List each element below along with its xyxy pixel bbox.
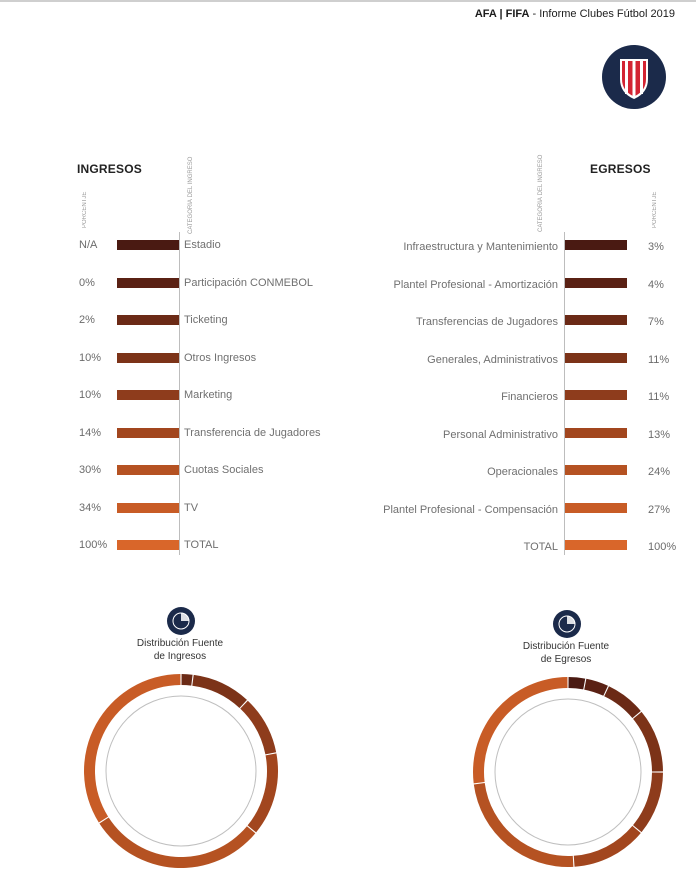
ingresos-row-pct: 2% [79, 314, 95, 326]
ingresos-row-bar [117, 502, 179, 513]
ingresos-row-label: TV [184, 501, 199, 514]
ingresos-cat-col-label-line1: CATEGORÍA [188, 199, 194, 234]
ingresos-axis [179, 232, 180, 555]
ingresos-row-label: Transferencia de Jugadores [184, 426, 321, 439]
egresos-pct-col-label: PORCENTJE [652, 191, 658, 228]
egresos-row-pct: 11% [648, 391, 670, 403]
ingresos-row-bar [117, 240, 179, 250]
dist-egresos-slice-1 [584, 678, 608, 696]
header-brand: AFA | FIFA [474, 8, 530, 20]
dist-ingresos-slice-1 [192, 674, 247, 708]
dist-ingresos-title-line1: Distribución Fuente [136, 638, 224, 649]
egresos-row-bar [565, 315, 627, 325]
ingresos-row-bar [117, 315, 179, 325]
egresos-cat-col-label-line1: CATEGORÍA [538, 197, 544, 232]
egresos-row-pct: 7% [648, 316, 664, 328]
dist-ingresos-title: Distribución Fuente de Ingresos [110, 637, 250, 663]
dist-egresos-donut [473, 677, 663, 868]
ingresos-row-label: Participación CONMEBOL [184, 276, 313, 289]
egresos-row-pct: 4% [648, 278, 664, 291]
egresos-row-pct: 13% [648, 428, 671, 441]
ingresos-row-label: Estadio [184, 239, 221, 251]
dist-ingresos-title-line2: de Ingresos [153, 651, 207, 662]
dist-ingresos-slice-2 [240, 700, 277, 755]
egresos-row-label: Transferencias de Jugadores [415, 316, 558, 328]
egresos-row-bar [565, 427, 627, 438]
ingresos-row-bar [117, 427, 179, 438]
ingresos-row-pct: 100% [79, 539, 108, 551]
egresos-row-pct: 3% [648, 241, 664, 253]
egresos-row-label: Plantel Profesional - Compensación [383, 503, 558, 516]
egresos-row-bar [565, 540, 627, 550]
dist-egresos-inner-ring [494, 698, 642, 846]
dist-ingresos-slice-0 [181, 674, 193, 686]
club-crest-logo [602, 45, 666, 109]
egresos-row-label: Generales, Administrativos [427, 353, 558, 366]
ingresos-row-bar [117, 465, 179, 475]
egresos-row-bar [565, 352, 627, 363]
ingresos-cat-col-label: CATEGORÍA DEL INGRESO [188, 157, 204, 234]
ingresos-row-bar [117, 390, 179, 400]
ingresos-pct-col-label: PORCENTJE [82, 191, 88, 228]
egresos-row-pct: 24% [648, 466, 671, 478]
header-subtitle: - Informe Clubes Fútbol 2019 [529, 8, 675, 20]
ingresos-row-bar [117, 540, 179, 550]
ingresos-row-label: Cuotas Sociales [184, 464, 264, 476]
egresos-title: EGRESOS [590, 162, 651, 176]
dist-egresos-slice-0 [568, 677, 586, 690]
dist-egresos-slice-2 [604, 686, 641, 719]
egresos-row-label: Operacionales [487, 466, 558, 478]
dist-egresos-slice-5 [573, 825, 641, 867]
report-header: AFA | FIFA - Informe Clubes Fútbol 2019 [475, 8, 675, 20]
egresos-row-label: Financieros [501, 391, 558, 403]
ingresos-row-label: TOTAL [184, 539, 219, 551]
dist-egresos-title: Distribución Fuente de Egresos [496, 640, 636, 666]
ingresos-row-label: Marketing [184, 389, 233, 401]
dist-ingresos-inner-ring [105, 695, 257, 847]
dist-ingresos-slice-4 [99, 817, 256, 869]
egresos-row-label: Personal Administrativo [443, 428, 558, 441]
ingresos-row-bar [117, 352, 179, 363]
egresos-row-bar [565, 240, 627, 250]
ingresos-cat-col-label-line2: DEL INGRESO [188, 156, 194, 198]
dist-ingresos-donut [84, 674, 279, 869]
dist-egresos-title-line1: Distribución Fuente [522, 641, 610, 652]
egresos-row-bar [565, 390, 627, 400]
dist-egresos-slice-3 [633, 711, 663, 772]
dist-egresos-slice-6 [473, 783, 574, 868]
ingresos-row-pct: 10% [79, 389, 102, 401]
ingresos-row-pct: 14% [79, 426, 102, 439]
top-rule [0, 0, 696, 2]
ingresos-row-bar [117, 277, 179, 288]
pie-chart-icon [167, 607, 195, 635]
egresos-axis [564, 232, 565, 555]
ingresos-row-pct: 34% [79, 501, 102, 514]
egresos-cat-col-label-line2: DEL INGRESO [538, 154, 544, 196]
egresos-row-bar [565, 502, 627, 513]
dist-egresos-title-line2: de Egresos [540, 654, 592, 665]
egresos-cat-col-label: CATEGORÍA DEL INGRESO [538, 155, 554, 232]
dist-ingresos-slice-3 [247, 753, 279, 833]
dist-ingresos-slice-5 [84, 674, 181, 823]
egresos-row-pct: 11% [648, 353, 670, 366]
egresos-row-label: TOTAL [523, 541, 558, 553]
egresos-row-pct: 100% [648, 541, 677, 553]
egresos-row-bar [565, 465, 627, 475]
ingresos-title: INGRESOS [77, 162, 142, 176]
ingresos-row-pct: N/A [79, 239, 98, 251]
ingresos-row-pct: 0% [79, 276, 95, 289]
egresos-row-bar [565, 277, 627, 288]
egresos-row-label: Infraestructura y Mantenimiento [403, 241, 558, 253]
ingresos-row-label: Ticketing [184, 314, 228, 326]
ingresos-row-pct: 30% [79, 464, 102, 476]
dist-egresos-slice-7 [473, 677, 568, 784]
pie-chart-icon [553, 610, 581, 638]
dist-egresos-slice-4 [633, 772, 663, 833]
egresos-row-pct: 27% [648, 503, 671, 516]
egresos-row-label: Plantel Profesional - Amortización [393, 278, 558, 291]
ingresos-row-pct: 10% [79, 351, 102, 364]
ingresos-row-label: Otros Ingresos [184, 351, 257, 364]
